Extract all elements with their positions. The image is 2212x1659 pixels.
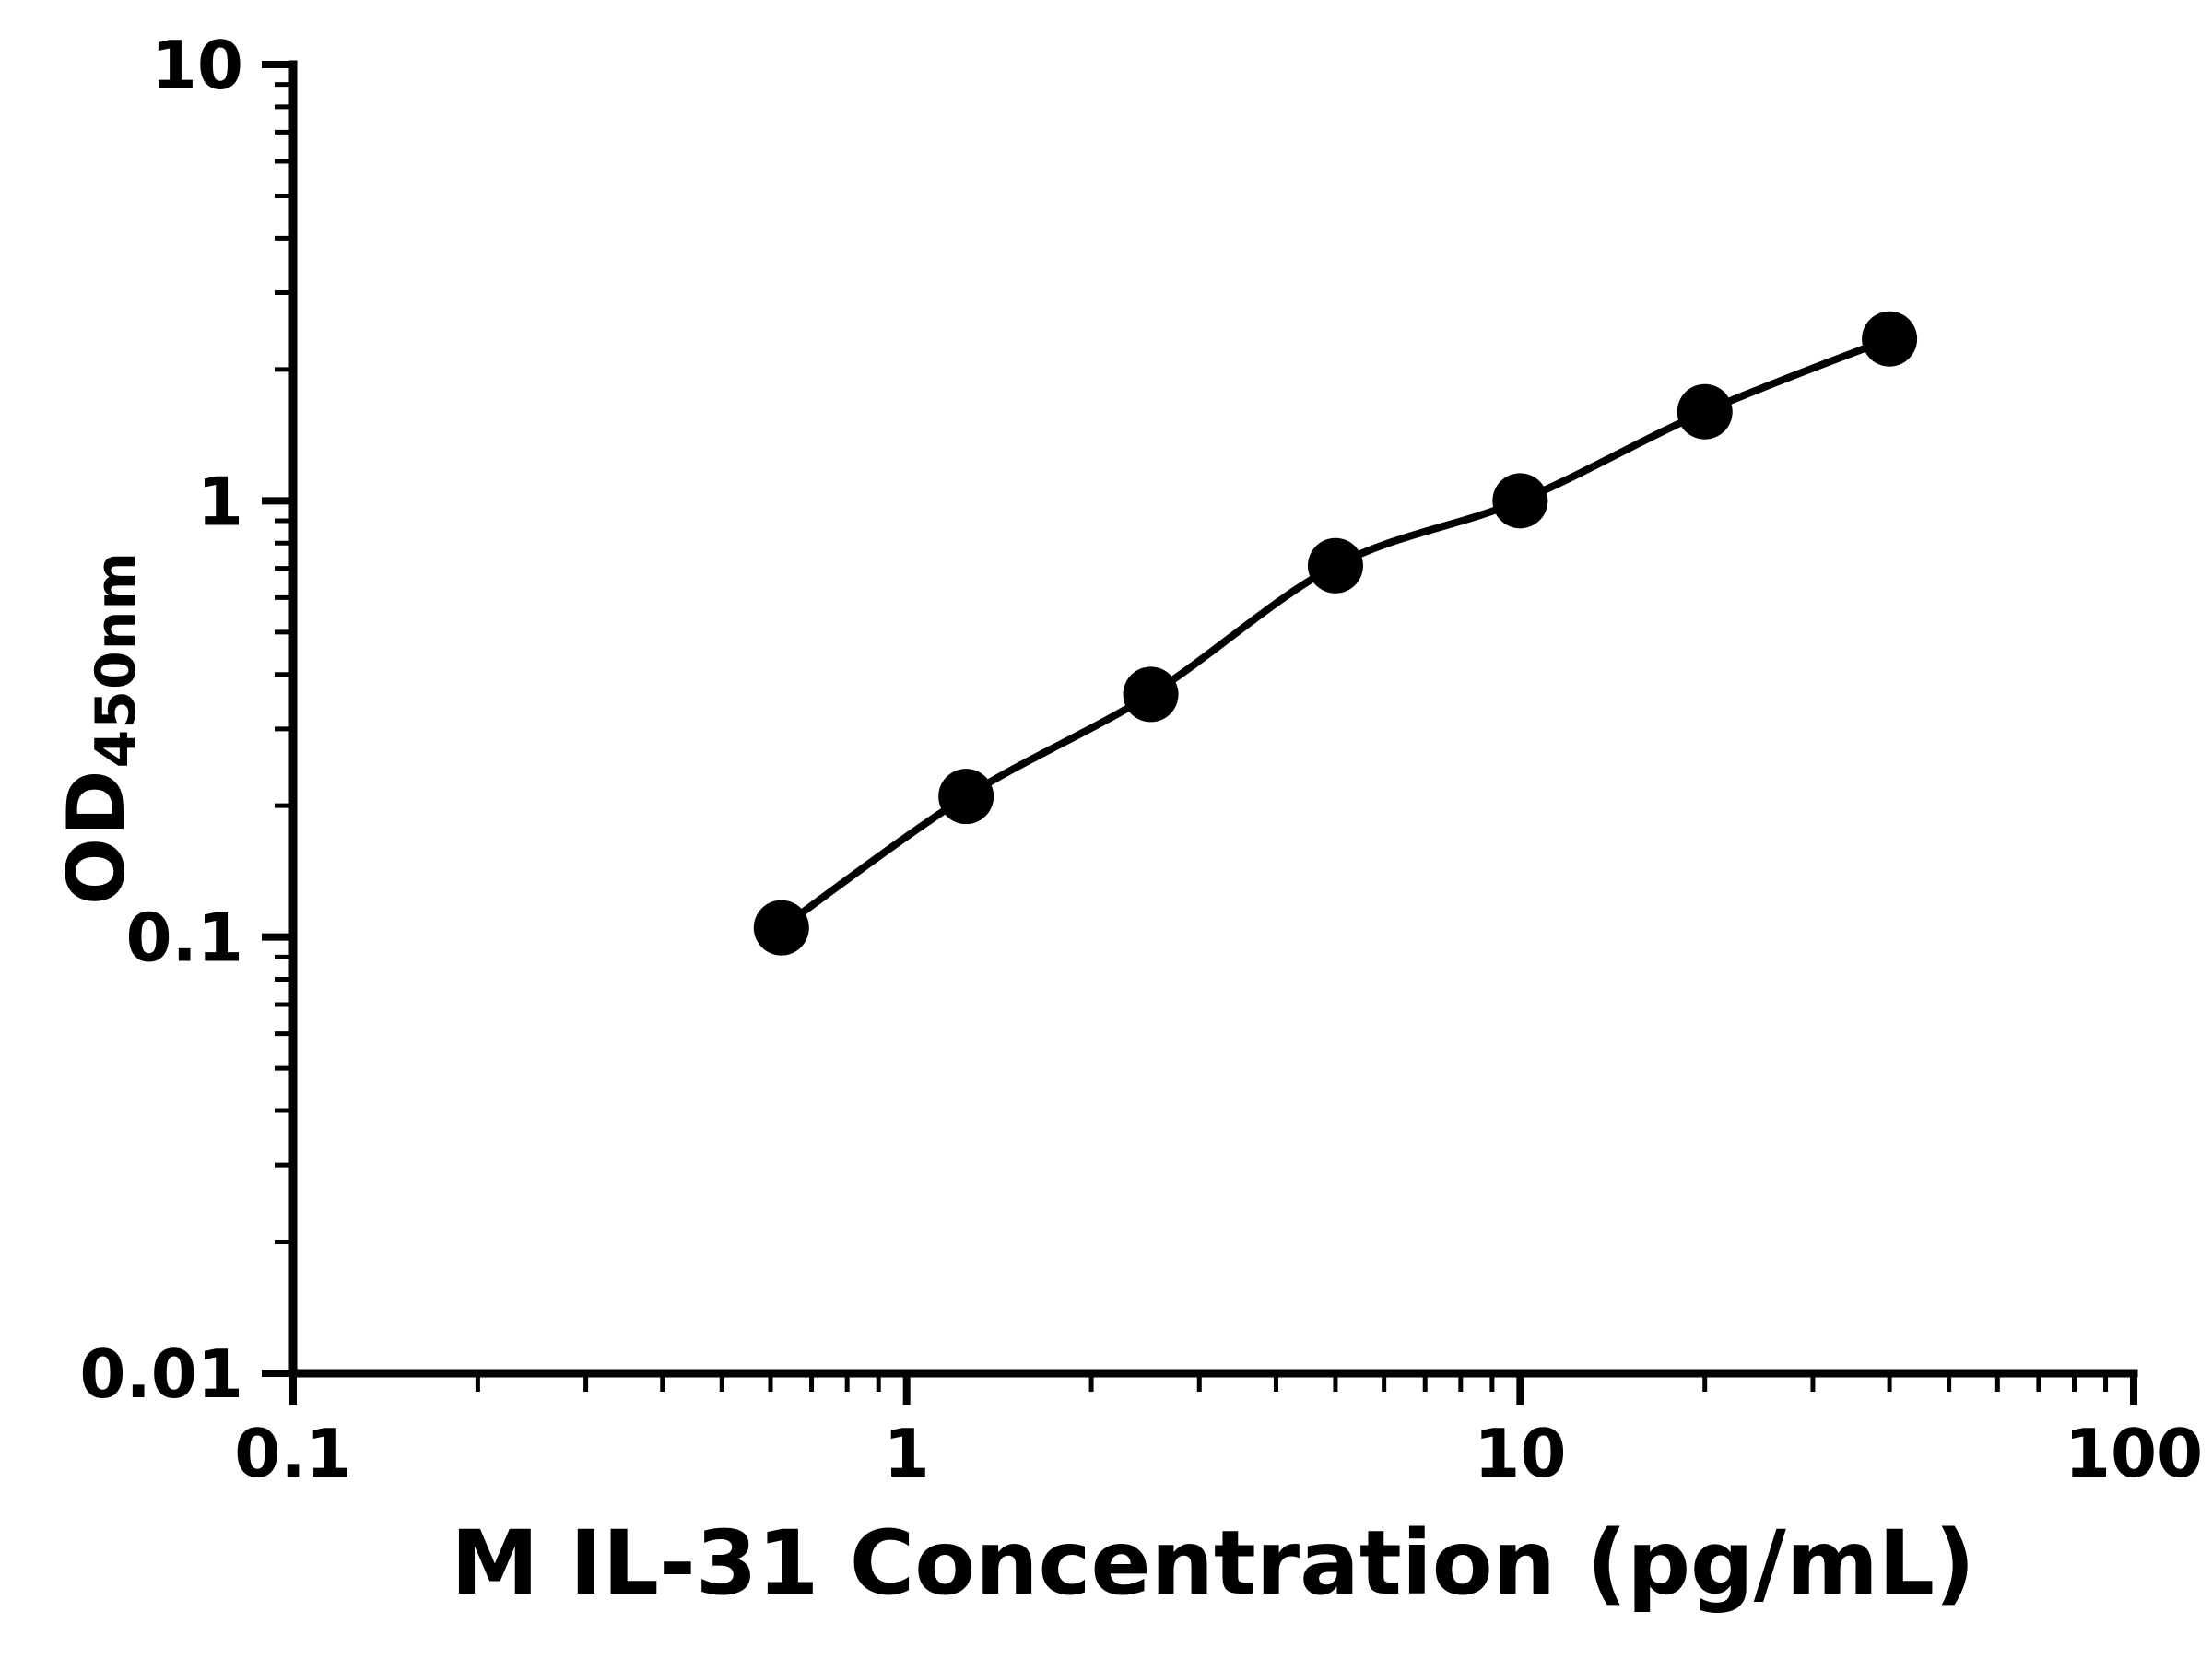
y-axis-label-subscript: 450nm	[84, 551, 148, 769]
data-point	[938, 769, 994, 825]
data-point	[1862, 311, 1918, 367]
data-point	[1307, 537, 1363, 594]
y-tick-label: 10	[151, 27, 243, 104]
data-point	[753, 900, 809, 956]
data-point	[1677, 383, 1733, 440]
y-axis-label: OD450nm	[51, 551, 148, 905]
data-point	[1492, 473, 1548, 529]
y-tick-label: 1	[197, 463, 243, 540]
data-point	[1123, 666, 1179, 723]
x-axis-label: M IL-31 Concentration (pg/mL)	[451, 1512, 1975, 1615]
x-tick-label: 0.1	[234, 1415, 352, 1492]
x-tick-label: 1	[884, 1415, 930, 1492]
y-tick-label: 0.01	[79, 1335, 243, 1413]
y-axis-label-main: OD	[51, 768, 143, 905]
x-tick-label: 100	[2065, 1415, 2203, 1492]
x-tick-label: 10	[1474, 1415, 1566, 1492]
y-tick-label: 0.1	[125, 900, 243, 977]
axes-spines	[288, 60, 2138, 1378]
